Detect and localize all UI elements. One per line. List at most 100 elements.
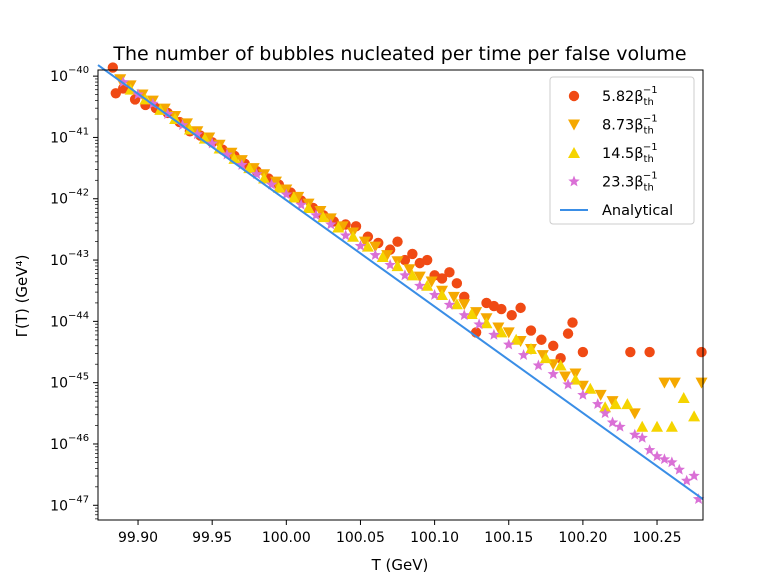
data-point xyxy=(594,389,607,401)
y-tick-label: 10 xyxy=(50,498,68,514)
y-tick-exponent: −41 xyxy=(68,126,89,137)
data-point xyxy=(236,159,248,170)
legend-entry: 8.73βth−1 xyxy=(568,114,658,137)
y-tick-label: 10 xyxy=(50,130,68,146)
x-tick-label: 100.25 xyxy=(633,530,682,546)
data-point xyxy=(506,310,517,321)
data-point xyxy=(221,148,233,160)
data-point xyxy=(643,444,656,455)
data-point xyxy=(458,299,471,311)
legend-label: 14.5βth−1 xyxy=(602,142,658,165)
data-point xyxy=(688,469,700,481)
data-point xyxy=(584,382,597,394)
data-point xyxy=(680,474,693,486)
data-point xyxy=(376,250,389,262)
y-tick-label: 10 xyxy=(50,192,68,208)
data-point xyxy=(577,388,589,400)
data-point xyxy=(325,218,337,230)
data-point xyxy=(609,398,622,410)
legend-frame xyxy=(549,76,695,225)
data-point xyxy=(258,172,271,184)
data-point xyxy=(354,239,367,251)
data-point xyxy=(413,271,426,283)
data-point xyxy=(458,309,470,321)
data-point xyxy=(673,463,685,475)
data-point xyxy=(692,493,705,505)
legend-label: 8.73βth−1 xyxy=(602,114,658,137)
data-point xyxy=(310,209,322,221)
data-point xyxy=(272,181,285,193)
data-point xyxy=(492,322,505,334)
data-point xyxy=(695,377,708,389)
data-point xyxy=(161,108,174,119)
plot-frame xyxy=(97,69,704,521)
legend-entry: 14.5βth−1 xyxy=(568,142,658,165)
data-point xyxy=(369,249,381,260)
data-point xyxy=(644,346,655,358)
data-point xyxy=(381,250,394,262)
data-point xyxy=(391,260,404,272)
data-point xyxy=(265,178,278,190)
data-point xyxy=(636,420,649,432)
data-point xyxy=(436,289,449,300)
x-tick-label: 100.20 xyxy=(558,530,607,546)
x-tick-label: 100.15 xyxy=(484,530,533,546)
data-point xyxy=(677,391,690,403)
data-point xyxy=(524,342,537,354)
x-axis-ticks: 99.90 99.95 100.00 100.05 100.10 100.15 100.20… xyxy=(118,520,682,546)
data-point xyxy=(525,325,537,336)
data-point xyxy=(358,236,371,248)
data-point xyxy=(183,123,196,135)
legend-marker xyxy=(568,119,580,131)
data-point xyxy=(421,254,433,266)
legend-label: 23.3βth−1 xyxy=(602,171,658,194)
legend-entry: 23.3βth−1 xyxy=(568,171,658,194)
data-point xyxy=(295,198,307,210)
data-point xyxy=(473,318,485,330)
data-point xyxy=(666,456,678,468)
data-point xyxy=(629,428,641,440)
data-point xyxy=(451,278,463,289)
data-point xyxy=(392,236,403,247)
y-tick-exponent: −42 xyxy=(68,188,89,199)
data-point xyxy=(559,371,572,383)
x-tick-label: 100.00 xyxy=(262,530,311,546)
data-point xyxy=(425,276,438,288)
legend-marker xyxy=(568,90,580,102)
data-point xyxy=(688,410,701,422)
y-tick-exponent: −43 xyxy=(68,249,89,260)
data-point xyxy=(510,333,523,345)
legend-marker xyxy=(568,175,580,187)
data-point xyxy=(562,378,574,390)
data-point xyxy=(206,137,218,149)
data-point xyxy=(317,211,330,223)
data-point xyxy=(336,221,349,233)
data-point xyxy=(488,328,500,340)
data-point xyxy=(302,201,315,213)
legend-entry: Analytical xyxy=(560,203,673,219)
data-point xyxy=(567,317,578,328)
data-point xyxy=(107,62,119,73)
data-point xyxy=(651,450,663,462)
x-tick-label: 99.95 xyxy=(192,530,232,546)
data-point xyxy=(443,298,456,310)
legend-entry: 5.82βth−1 xyxy=(568,85,658,108)
data-point xyxy=(503,338,515,350)
data-point xyxy=(536,334,547,345)
data-point xyxy=(621,398,634,410)
data-point xyxy=(625,346,636,358)
data-point xyxy=(347,230,360,242)
data-point xyxy=(428,289,441,300)
data-point xyxy=(250,168,263,180)
data-point xyxy=(502,327,515,339)
y-axis-label: Γ(T) (GeV⁴) xyxy=(13,255,31,338)
legend-marker xyxy=(568,147,580,158)
x-tick-label: 100.05 xyxy=(336,530,385,546)
data-point xyxy=(496,303,507,315)
data-point xyxy=(465,308,478,320)
y-tick-exponent: −47 xyxy=(68,494,89,505)
data-point xyxy=(369,241,382,253)
data-point xyxy=(403,264,416,276)
data-point xyxy=(384,258,396,270)
